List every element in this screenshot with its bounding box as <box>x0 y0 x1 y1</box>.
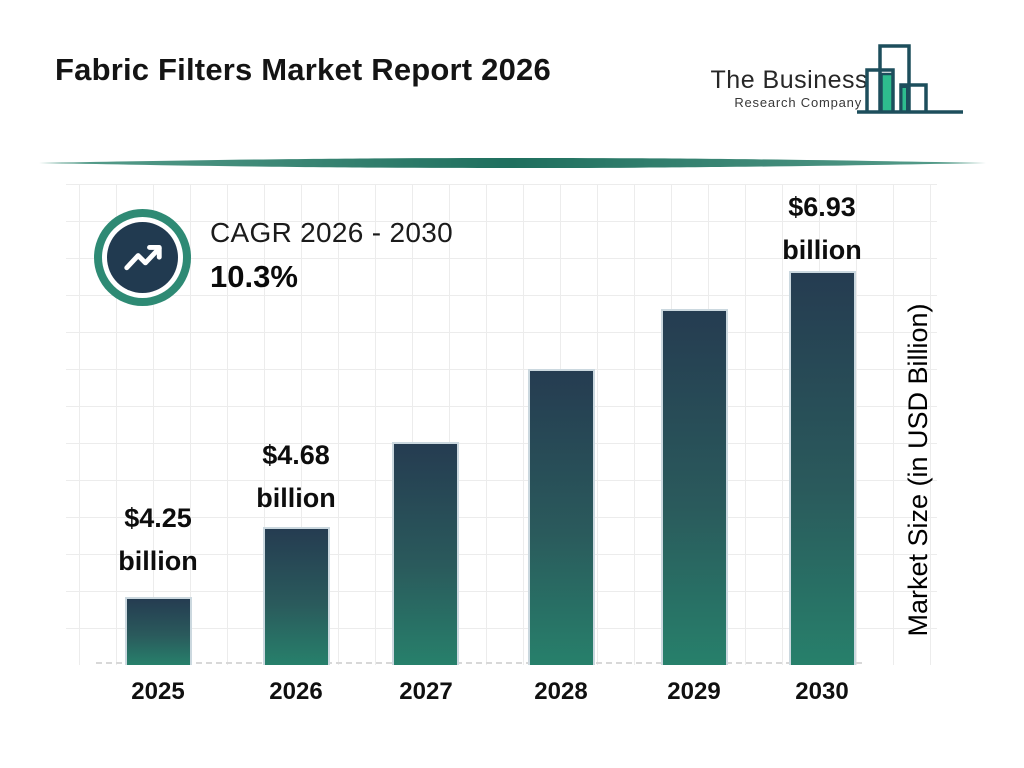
cagr-period-label: CAGR 2026 - 2030 <box>210 217 453 248</box>
bar-2030 <box>789 271 856 665</box>
y-axis-label: Market Size (in USD Billion) <box>903 303 933 637</box>
value-label-2030: $6.93 billion <box>722 186 922 272</box>
logo-company-name: The Business <box>710 66 868 94</box>
logo-company-subtitle: Research Company <box>734 95 862 110</box>
value-label-2025: $4.25 billion <box>58 497 258 583</box>
value-label-2026-unit: billion <box>256 483 336 513</box>
value-label-2030-amount: $6.93 <box>788 192 856 222</box>
value-label-2025-unit: billion <box>118 546 198 576</box>
x-axis-label-2029: 2029 <box>667 678 721 705</box>
bar-2026 <box>263 527 330 665</box>
x-axis-label-2025: 2025 <box>131 678 185 705</box>
value-label-2025-amount: $4.25 <box>124 503 192 533</box>
value-label-2026: $4.68 billion <box>196 434 396 520</box>
x-axis-label-2028: 2028 <box>534 678 588 705</box>
value-label-2026-amount: $4.68 <box>262 440 330 470</box>
page-title: Fabric Filters Market Report 2026 <box>55 52 551 87</box>
bar-2025 <box>125 597 192 665</box>
header-divider <box>39 158 986 168</box>
chart-baseline <box>96 662 862 664</box>
trending-up-icon <box>123 244 162 270</box>
cagr-badge <box>94 209 191 306</box>
logo-text: The Business Research Company <box>700 66 868 110</box>
logo-bars-icon <box>857 44 963 114</box>
x-axis-label-2030: 2030 <box>795 678 849 705</box>
x-axis-label-2027: 2027 <box>399 678 453 705</box>
bar-2028 <box>528 369 595 665</box>
x-axis-label-2026: 2026 <box>269 678 323 705</box>
bar-2027 <box>392 442 459 665</box>
cagr-badge-disc <box>107 222 178 293</box>
value-label-2030-unit: billion <box>782 235 862 265</box>
bar-2029 <box>661 309 728 665</box>
cagr-value: 10.3% <box>210 259 298 294</box>
